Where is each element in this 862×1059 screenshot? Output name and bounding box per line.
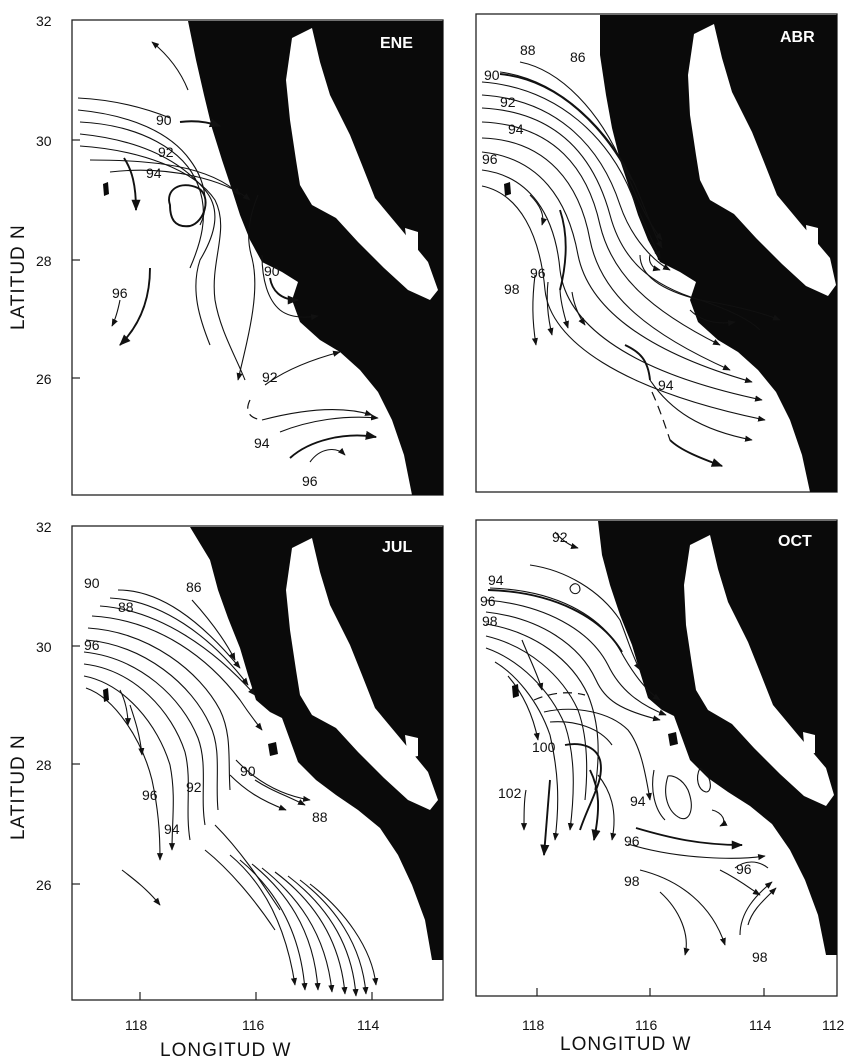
panel-abr-island-west (504, 182, 511, 196)
contour-label: 94 (164, 821, 180, 837)
panel-abr-label: ABR (780, 29, 815, 46)
panel-oct-label: OCT (778, 533, 812, 550)
lat-tick-label: 32 (36, 13, 52, 29)
contour-label: 94 (488, 572, 504, 588)
panel-jul-peninsula (286, 538, 438, 810)
lat-tick-label: 26 (36, 371, 52, 387)
panel-jul-island (268, 742, 278, 756)
panel-ene-island-lagoon (405, 228, 418, 252)
panel-abr-flow-lines (481, 61, 781, 467)
contour-label: 94 (254, 435, 270, 451)
panel-abr: ABR 88 86 90 92 94 96 96 98 94 (475, 13, 838, 493)
lat-tick-label: 32 (36, 519, 52, 535)
contour-label: 88 (312, 809, 328, 825)
panel-ene-flow-lines (77, 41, 379, 463)
lon-tick-label: 116 (635, 1017, 658, 1033)
panel-ene-island (262, 234, 272, 248)
panel-oct: OCT 92 94 96 98 100 102 94 96 96 98 98 (475, 519, 838, 997)
panel-ene-island-west (103, 182, 109, 196)
lat-tick-label: 28 (36, 757, 52, 773)
lon-tick-label: 116 (242, 1017, 265, 1033)
contour-label: 88 (118, 599, 134, 615)
contour-label: 96 (302, 473, 318, 489)
panel-abr-lagoon (806, 225, 818, 248)
contour-label: 86 (570, 49, 586, 65)
contour-label: 92 (158, 144, 174, 160)
lon-tick-label: 118 (522, 1017, 545, 1033)
contour-label: 98 (482, 613, 498, 629)
contour-label: 102 (498, 785, 522, 801)
contour-label: 96 (482, 151, 498, 167)
panel-ene: ENE 90 92 94 96 90 92 94 96 (71, 19, 444, 496)
contour-label: 98 (752, 949, 768, 965)
contour-label: 96 (624, 833, 640, 849)
contour-label: 86 (186, 579, 202, 595)
contour-label: 94 (658, 377, 674, 393)
lat-tick-label: 30 (36, 639, 52, 655)
contour-label: 94 (630, 793, 646, 809)
lat-tick-label: 26 (36, 877, 52, 893)
latitude-title-bottom: LATITUD N (8, 734, 29, 840)
panel-jul-contour-labels: 90 88 86 96 96 92 90 94 88 (84, 575, 328, 837)
contour-label: 90 (156, 112, 172, 128)
panel-oct-flow-lines (485, 531, 777, 956)
y-axis-top: 32 30 28 26 LATITUD N (8, 13, 80, 387)
panel-abr-land (600, 15, 837, 492)
lat-tick-label: 28 (36, 253, 52, 269)
contour-label: 96 (112, 285, 128, 301)
contour-label: 98 (504, 281, 520, 297)
panel-ene-label: ENE (380, 35, 413, 52)
contour-label: 90 (84, 575, 100, 591)
contour-label: 92 (186, 779, 202, 795)
contour-label: 96 (142, 787, 158, 803)
contour-label: 100 (532, 739, 556, 755)
lon-tick-label: 114 (357, 1017, 380, 1033)
longitude-title-left: LONGITUD W (160, 1040, 291, 1059)
panel-jul-label: JUL (382, 539, 412, 556)
lon-tick-label: 114 (749, 1017, 772, 1033)
contour-label: 96 (480, 593, 496, 609)
contour-label: 92 (262, 369, 278, 385)
panel-jul-lagoon (405, 735, 418, 758)
panel-jul-flow-lines (83, 589, 379, 997)
contour-label: 90 (264, 263, 280, 279)
contour-label: 90 (484, 67, 500, 83)
panel-oct-contour-labels: 92 94 96 98 100 102 94 96 96 98 98 (480, 529, 768, 965)
latitude-title-top: LATITUD N (8, 224, 29, 330)
panel-ene-contour-labels: 90 92 94 96 90 92 94 96 (112, 112, 318, 489)
panel-oct-peninsula (684, 535, 834, 806)
panel-abr-contour-labels: 88 86 90 92 94 96 96 98 94 (482, 42, 674, 393)
x-axis-right: 118 116 114 112 LONGITUD W (522, 988, 845, 1055)
contour-label: 94 (146, 165, 162, 181)
panel-ene-land (188, 21, 443, 495)
contour-label: 96 (736, 861, 752, 877)
lon-tick-label: 118 (125, 1017, 148, 1033)
panel-ene-peninsula (286, 28, 438, 300)
panel-jul-land (190, 527, 443, 960)
contour-label: 96 (84, 637, 100, 653)
contour-label: 90 (240, 763, 256, 779)
contour-label: 94 (508, 121, 524, 137)
contour-label: 92 (500, 94, 516, 110)
panel-jul: JUL 90 88 86 96 96 92 90 94 88 (71, 525, 444, 1001)
longitude-title-right: LONGITUD W (560, 1034, 691, 1055)
panel-abr-peninsula (688, 24, 836, 296)
contour-label: 96 (530, 265, 546, 281)
y-axis-bottom: 32 30 28 26 LATITUD N (8, 519, 80, 893)
panel-oct-land (598, 521, 837, 955)
contour-label: 92 (552, 529, 568, 545)
contour-label: 88 (520, 42, 536, 58)
x-axis-left: 118 116 114 LONGITUD W (125, 992, 380, 1059)
panel-oct-island (668, 732, 678, 746)
contour-label: 98 (624, 873, 640, 889)
panel-oct-lagoon (803, 732, 815, 755)
lon-tick-label: 112 (822, 1017, 845, 1033)
lat-tick-label: 30 (36, 133, 52, 149)
